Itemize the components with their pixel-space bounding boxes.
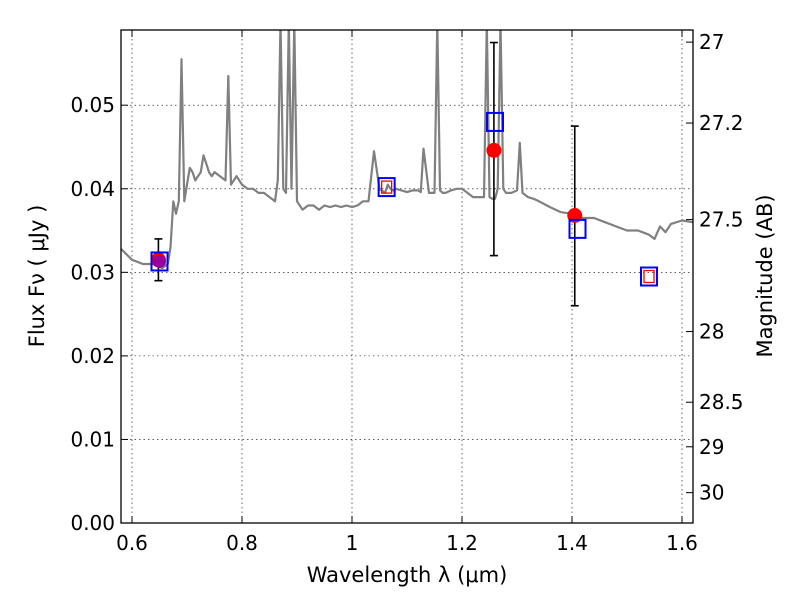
overlap-point: [153, 254, 166, 268]
y-tick-label: 0.02: [70, 344, 115, 368]
y2-tick-label: 27.2: [699, 111, 744, 135]
model-photometry-box: [640, 266, 658, 287]
y-tick-label: 0.03: [70, 260, 115, 284]
y-tick-label: 0.01: [70, 427, 115, 451]
x-tick-label: 1: [346, 531, 359, 555]
y-tick-label: 0.05: [70, 93, 115, 117]
x-tick-label: 1.4: [556, 531, 588, 555]
y2-tick-label: 28.5: [699, 390, 744, 414]
x-tick-label: 0.6: [116, 531, 148, 555]
y2-tick-label: 27: [699, 30, 724, 54]
model-inner-box: [643, 269, 655, 284]
grid: [121, 30, 693, 523]
y2-tick-label: 27.5: [699, 208, 744, 232]
plot-area: [121, 30, 693, 307]
x-tick-label: 1.2: [446, 531, 478, 555]
right-axis-label: Magnitude (AB): [753, 194, 777, 357]
y2-tick-label: 28: [699, 320, 724, 344]
x-tick-label: 0.8: [226, 531, 258, 555]
model-photometry-box: [377, 177, 396, 198]
observed-point: [486, 142, 502, 158]
ticks: 0.6 0.8 1 1.2 1.4 1.6 0.00 0.01 0.02 0.03 0.04 0.05…: [70, 30, 744, 555]
model-inner-box: [380, 180, 393, 194]
model-photometry-box: [486, 111, 504, 132]
y-tick-label: 0.00: [70, 511, 115, 535]
x-axis-label: Wavelength λ (μm): [307, 563, 508, 587]
y2-tick-label: 29: [699, 435, 724, 459]
axes-frame: [120, 29, 694, 524]
y-tick-label: 0.04: [70, 177, 115, 201]
model-photometry-box: [150, 251, 169, 272]
y-axis-label: Flux Fν ( μJy ): [25, 205, 49, 348]
x-tick-label: 1.6: [666, 531, 698, 555]
model-photometry-box: [568, 218, 587, 239]
y2-tick-label: 30: [699, 481, 724, 505]
sed-model-line: [121, 30, 693, 270]
